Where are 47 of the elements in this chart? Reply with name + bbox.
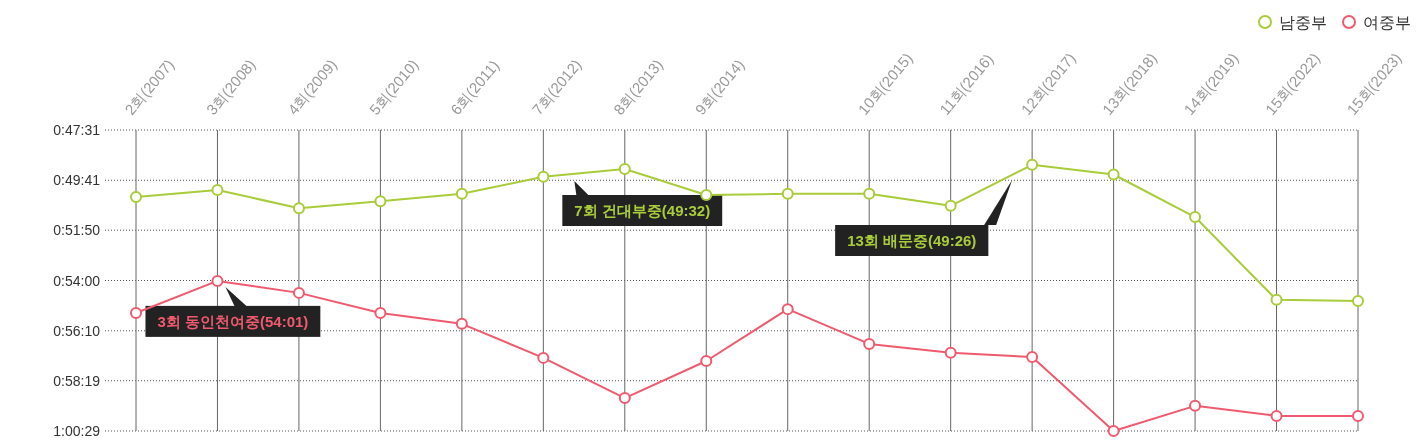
- point: [1107, 425, 1120, 437]
- point: [700, 354, 713, 367]
- point: [211, 183, 224, 196]
- point: [1026, 158, 1039, 171]
- point: [537, 351, 550, 364]
- point: [455, 317, 468, 330]
- point: [781, 187, 794, 200]
- legend-label: 남중부: [1279, 14, 1327, 31]
- point: [130, 190, 142, 203]
- y-tick-label: 1:00:29: [53, 423, 101, 439]
- annotation: 3회 동인천여중(54:01): [145, 286, 321, 337]
- y-tick-label: 0:51:50: [53, 222, 101, 239]
- point: [863, 187, 876, 200]
- point: [863, 337, 876, 350]
- annotation: 7회 건대부중(49:32): [562, 181, 723, 226]
- point: [781, 303, 794, 316]
- point: [211, 274, 224, 287]
- point: [618, 163, 631, 176]
- point: [618, 392, 631, 405]
- y-tick-label: 0:56:10: [53, 322, 101, 339]
- point: [944, 346, 957, 359]
- point: [1107, 168, 1120, 181]
- point: [1352, 409, 1364, 422]
- point: [537, 170, 550, 183]
- annotation: 13회 배문중(49:26): [835, 180, 1013, 256]
- point: [374, 307, 387, 319]
- point: [1352, 295, 1364, 308]
- point: [292, 286, 305, 299]
- point: [700, 189, 713, 201]
- point: [130, 307, 142, 319]
- point: [292, 202, 305, 215]
- y-tick-label: 0:54:00: [53, 272, 101, 289]
- point: [1026, 351, 1039, 364]
- y-tick-label: 0:49:41: [53, 172, 101, 189]
- y-tick-label: 0:47:31: [53, 122, 101, 138]
- point: [1189, 399, 1202, 412]
- point: [1270, 293, 1283, 306]
- annotation: 13회 배문중(49:26): [847, 232, 977, 249]
- point: [455, 187, 468, 200]
- legend-label: 여중부: [1363, 14, 1411, 31]
- annotation: 7회 건대부중(49:32): [574, 202, 711, 219]
- annotation: 3회 동인천여중(54:01): [157, 312, 309, 330]
- point: [1270, 409, 1283, 422]
- y-tick-label: 0:58:19: [53, 372, 101, 389]
- point: [944, 199, 957, 212]
- point: [1189, 211, 1202, 224]
- point: [374, 195, 387, 208]
